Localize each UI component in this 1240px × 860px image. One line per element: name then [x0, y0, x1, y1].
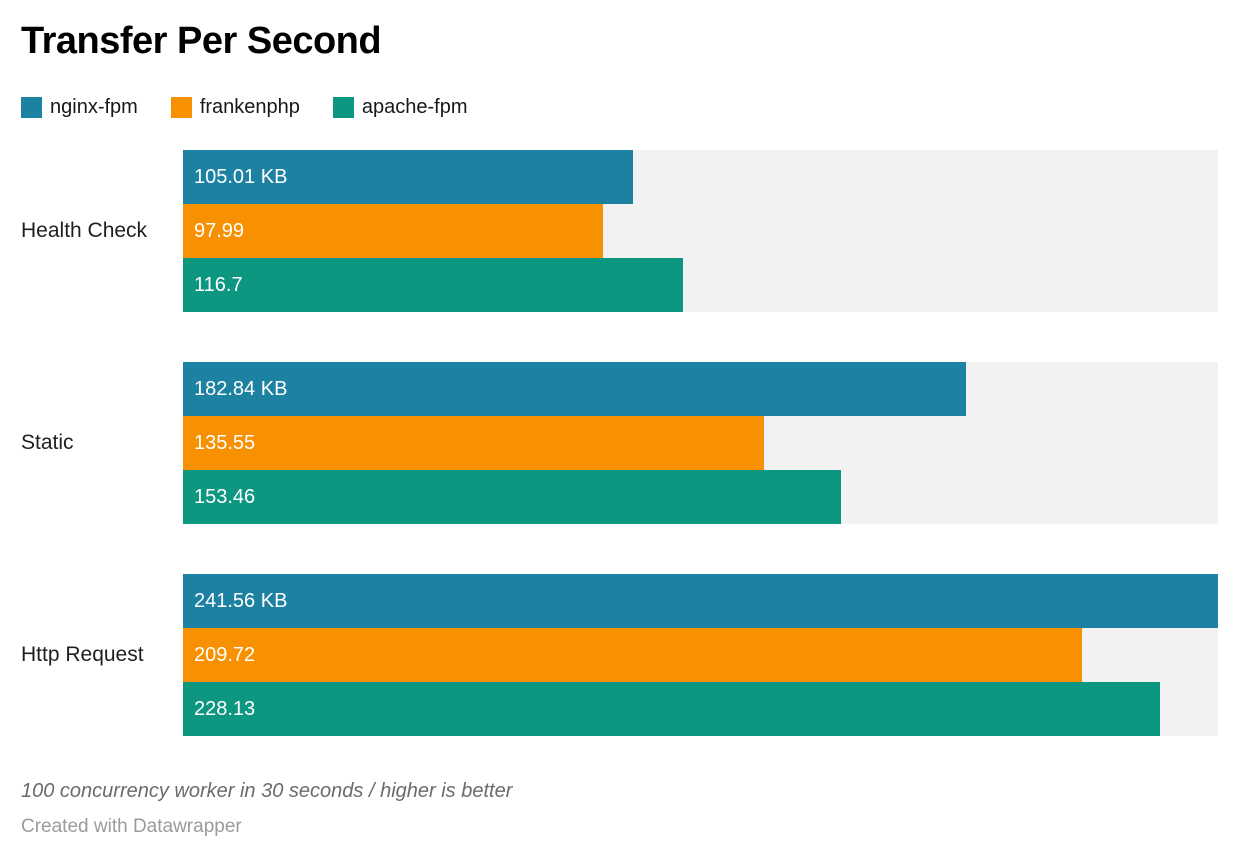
bar-track: 135.55 — [183, 416, 1218, 470]
bar-track: 153.46 — [183, 470, 1218, 524]
bar-value-label: 209.72 — [194, 644, 256, 666]
chart-title: Transfer Per Second — [21, 20, 382, 62]
bar-value-label: 153.46 — [194, 486, 256, 508]
legend-item-nginx-fpm: nginx-fpm — [21, 96, 138, 119]
category-group: Static 182.84 KB 135.55 153.46 — [21, 362, 1218, 524]
category-label: Health Check — [21, 219, 148, 242]
legend-label: nginx-fpm — [50, 95, 138, 118]
bar-track: 209.72 — [183, 628, 1218, 682]
bar-apache-fpm: 116.7 — [183, 258, 683, 312]
bar-chart: Health Check 105.01 KB 97.99 116.7 Static 182… — [21, 150, 1218, 736]
legend: nginx-fpm frankenphp apache-fpm — [21, 96, 1218, 118]
legend-label: frankenphp — [199, 95, 300, 118]
bar-track: 182.84 KB — [183, 362, 1218, 416]
bar-value-label: 135.55 — [194, 432, 256, 454]
bar-value-label: 105.01 KB — [194, 166, 288, 188]
bar-nginx-fpm: 241.56 KB — [183, 574, 1218, 628]
legend-label: apache-fpm — [361, 95, 468, 118]
bar-value-label: 97.99 — [194, 220, 245, 242]
category-bars: 105.01 KB 97.99 116.7 — [183, 150, 1218, 312]
category-group: Http Request 241.56 KB 209.72 228.13 — [21, 574, 1218, 736]
legend-item-frankenphp: frankenphp — [170, 95, 300, 119]
bar-track: 228.13 — [183, 682, 1218, 736]
bar-track: 97.99 — [183, 204, 1218, 258]
bar-track: 241.56 KB — [183, 574, 1218, 628]
category-label: Static — [21, 431, 74, 454]
legend-swatch-icon — [332, 96, 354, 118]
bar-frankenphp: 135.55 — [183, 416, 764, 470]
legend-item-apache-fpm: apache-fpm — [332, 95, 468, 119]
chart-note: 100 concurrency worker in 30 seconds / h… — [21, 780, 513, 802]
bar-track: 105.01 KB — [183, 150, 1218, 204]
bar-frankenphp: 209.72 — [183, 628, 1082, 682]
bar-nginx-fpm: 105.01 KB — [183, 150, 633, 204]
bar-frankenphp: 97.99 — [183, 204, 603, 258]
category-bars: 182.84 KB 135.55 153.46 — [183, 362, 1218, 524]
bar-track: 116.7 — [183, 258, 1218, 312]
category-bars: 241.56 KB 209.72 228.13 — [183, 574, 1218, 736]
category-label: Http Request — [21, 643, 144, 666]
bar-value-label: 228.13 — [194, 698, 256, 720]
category-group: Health Check 105.01 KB 97.99 116.7 — [21, 150, 1218, 312]
bar-nginx-fpm: 182.84 KB — [183, 362, 967, 416]
legend-swatch-icon — [170, 96, 192, 118]
bar-apache-fpm: 153.46 — [183, 470, 841, 524]
legend-swatch-icon — [21, 96, 42, 118]
bar-value-label: 241.56 KB — [194, 590, 288, 612]
bar-value-label: 182.84 KB — [194, 378, 288, 400]
datawrapper-attribution: Created with Datawrapper — [21, 816, 242, 837]
bar-value-label: 116.7 — [194, 274, 243, 296]
bar-apache-fpm: 228.13 — [183, 682, 1161, 736]
